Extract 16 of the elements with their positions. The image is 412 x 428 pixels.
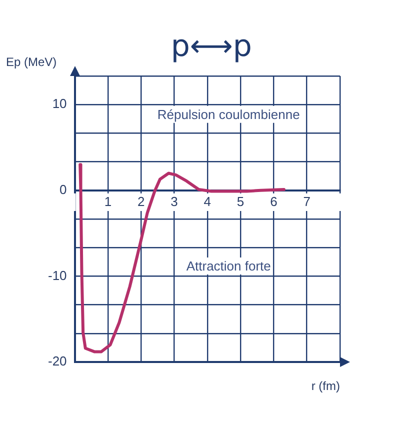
x-tick-label: 4 bbox=[204, 194, 212, 209]
x-tick-label: 5 bbox=[236, 194, 244, 209]
x-tick-label: 6 bbox=[270, 194, 278, 209]
y-axis-title: Ep (MeV) bbox=[6, 55, 57, 69]
chart-title: p⟷p bbox=[170, 29, 252, 64]
annotation: Attraction forte bbox=[186, 258, 271, 274]
y-tick-label: -10 bbox=[48, 268, 67, 283]
x-tick-label: 2 bbox=[137, 194, 145, 209]
x-tick-label: 7 bbox=[303, 194, 310, 209]
annotation: Répulsion coulombienne bbox=[157, 106, 300, 122]
x-axis-title: r (fm) bbox=[311, 379, 340, 393]
y-tick-label: 0 bbox=[60, 182, 67, 197]
y-tick-label: 10 bbox=[52, 96, 67, 112]
x-tick-label: 1 bbox=[104, 194, 112, 209]
y-tick-label: -20 bbox=[48, 354, 67, 369]
x-tick-label: 3 bbox=[170, 194, 178, 209]
